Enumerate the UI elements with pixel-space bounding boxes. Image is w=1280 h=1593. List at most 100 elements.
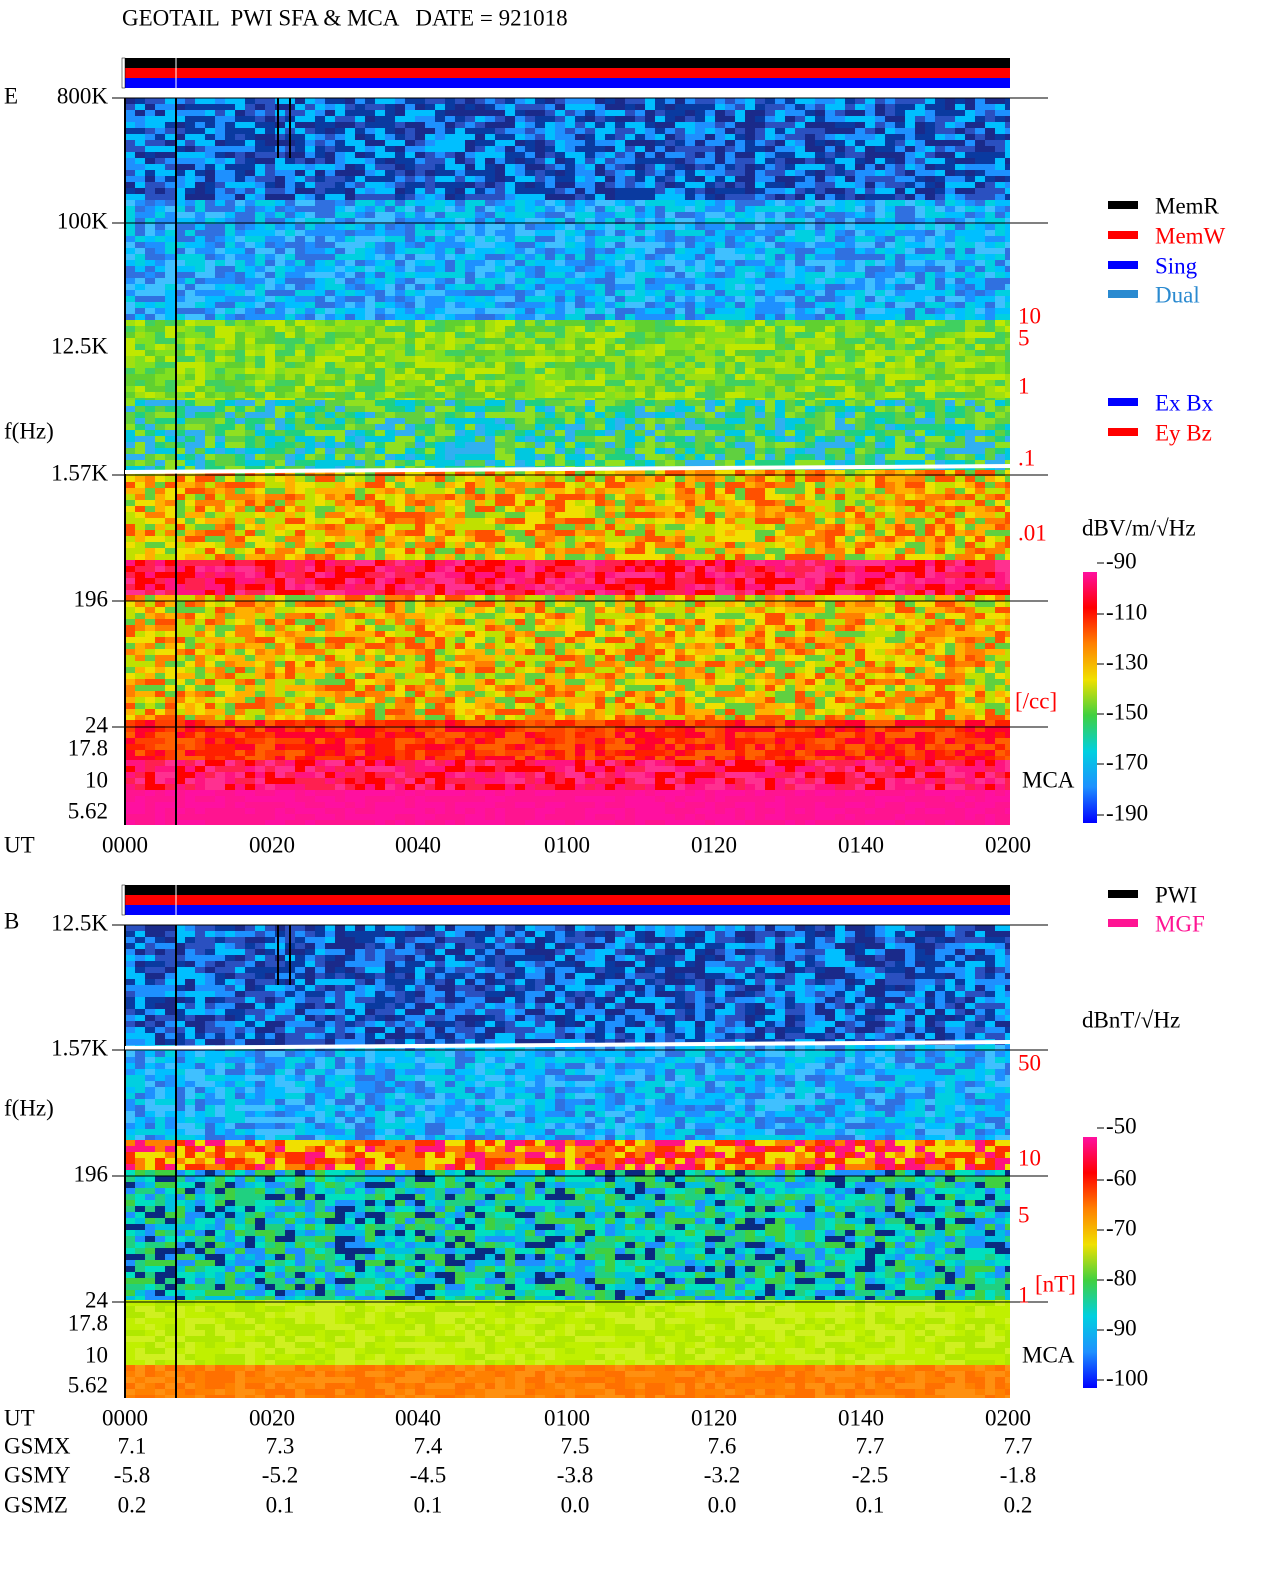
spectrogram-cell xyxy=(495,146,505,152)
spectrogram-cell xyxy=(925,170,935,176)
spectrogram-cell xyxy=(505,356,515,362)
spectrogram-cell xyxy=(795,104,805,110)
spectrogram-cell xyxy=(185,146,195,152)
spectrogram-cell xyxy=(155,320,165,326)
spectrogram-cell xyxy=(315,374,325,380)
spectrogram-cell xyxy=(375,140,385,146)
spectrogram-cell xyxy=(1005,224,1010,230)
spectrogram-cell xyxy=(315,194,325,200)
spectrogram-cell xyxy=(525,308,535,314)
spectrogram-cell xyxy=(535,400,545,406)
spectrogram-cell xyxy=(755,278,765,284)
spectrogram-cell xyxy=(485,314,495,320)
spectrogram-cell xyxy=(905,266,915,272)
spectrogram-cell xyxy=(185,104,195,110)
spectrogram-cell xyxy=(915,260,925,266)
spectrogram-cell xyxy=(685,418,695,424)
spectrogram-cell xyxy=(195,284,205,290)
spectrogram-cell xyxy=(735,272,745,278)
spectrogram-cell xyxy=(785,158,795,164)
spectrogram-cell xyxy=(545,266,555,272)
spectrogram-cell xyxy=(575,128,585,134)
spectrogram-cell xyxy=(855,380,865,386)
spectrogram-cell xyxy=(755,344,765,350)
spectrogram-cell xyxy=(565,254,575,260)
spectrogram-cell xyxy=(195,368,205,374)
spectrogram-cell xyxy=(405,230,415,236)
spectrogram-cell xyxy=(235,400,245,406)
spectrogram-cell xyxy=(825,308,835,314)
spectrogram-cell xyxy=(995,200,1005,206)
spectrogram-cell xyxy=(275,110,285,116)
spectrogram-cell xyxy=(875,188,885,194)
spectrogram-cell xyxy=(865,218,875,224)
spectrogram-cell xyxy=(205,302,215,308)
spectrogram-cell xyxy=(855,320,865,326)
spectrogram-cell xyxy=(355,116,365,122)
spectrogram-cell xyxy=(185,116,195,122)
spectrogram-cell xyxy=(975,272,985,278)
spectrogram-cell xyxy=(335,406,345,412)
spectrogram-cell xyxy=(285,314,295,320)
spectrogram-cell xyxy=(125,200,135,206)
spectrogram-cell xyxy=(1005,212,1010,218)
spectrogram-cell xyxy=(965,158,975,164)
spectrogram-cell xyxy=(155,254,165,260)
spectrogram-cell xyxy=(475,206,485,212)
spectrogram-cell xyxy=(605,170,615,176)
spectrogram-cell xyxy=(155,418,165,424)
spectrogram-cell xyxy=(835,344,845,350)
spectrogram-cell xyxy=(385,200,395,206)
spectrogram-cell xyxy=(235,278,245,284)
spectrogram-cell xyxy=(885,212,895,218)
spectrogram-cell xyxy=(225,212,235,218)
spectrogram-cell xyxy=(655,206,665,212)
spectrogram-cell xyxy=(925,116,935,122)
spectrogram-cell xyxy=(915,368,925,374)
spectrogram-cell xyxy=(485,206,495,212)
spectrogram-cell xyxy=(165,356,175,362)
spectrogram-cell xyxy=(225,116,235,122)
spectrogram-cell xyxy=(675,116,685,122)
spectrogram-cell xyxy=(575,218,585,224)
spectrogram-cell xyxy=(165,164,175,170)
spectrogram-cell xyxy=(735,392,745,398)
spectrogram-cell xyxy=(585,314,595,320)
spectrogram-cell xyxy=(815,242,825,248)
spectrogram-cell xyxy=(835,116,845,122)
spectrogram-cell xyxy=(275,236,285,242)
spectrogram-cell xyxy=(575,344,585,350)
spectrogram-cell xyxy=(815,170,825,176)
spectrogram-cell xyxy=(525,302,535,308)
spectrogram-cell xyxy=(745,290,755,296)
spectrogram-cell xyxy=(645,128,655,134)
spectrogram-cell xyxy=(175,110,185,116)
spectrogram-cell xyxy=(535,424,545,430)
spectrogram-cell xyxy=(235,110,245,116)
spectrogram-cell xyxy=(465,116,475,122)
spectrogram-cell xyxy=(905,230,915,236)
spectrogram-cell xyxy=(705,254,715,260)
spectrogram-cell xyxy=(875,338,885,344)
spectrogram-cell xyxy=(895,104,905,110)
spectrogram-cell xyxy=(535,194,545,200)
spectrogram-cell xyxy=(275,332,285,338)
spectrogram-cell xyxy=(585,254,595,260)
spectrogram-cell xyxy=(375,326,385,332)
spectrogram-cell xyxy=(205,230,215,236)
spectrogram-cell xyxy=(775,218,785,224)
spectrogram-cell xyxy=(1005,158,1010,164)
spectrogram-cell xyxy=(645,380,655,386)
spectrogram-cell xyxy=(235,200,245,206)
spectrogram-cell xyxy=(285,194,295,200)
spectrogram-cell xyxy=(515,122,525,128)
spectrogram-cell xyxy=(165,320,175,326)
spectrogram-cell xyxy=(365,188,375,194)
spectrogram-cell xyxy=(675,350,685,356)
spectrogram-cell xyxy=(585,302,595,308)
spectrogram-cell xyxy=(805,386,815,392)
spectrogram-cell xyxy=(315,400,325,406)
spectrogram-cell xyxy=(135,98,145,104)
spectrogram-cell xyxy=(705,290,715,296)
spectrogram-cell xyxy=(555,140,565,146)
